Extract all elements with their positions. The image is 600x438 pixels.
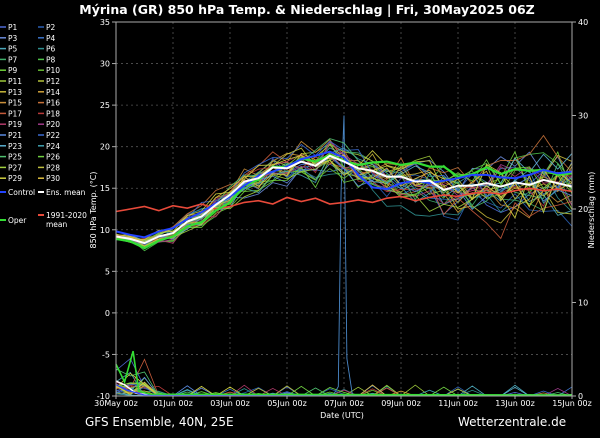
legend-label-p4: P4 <box>46 34 56 43</box>
legend-label-p12: P12 <box>46 77 60 86</box>
main-series <box>115 150 573 396</box>
legend-label-p30: P30 <box>46 174 60 183</box>
legend-label-p26: P26 <box>46 153 60 162</box>
legend-label-p17: P17 <box>8 109 22 118</box>
x-axis-label: Date (UTC) <box>320 411 364 420</box>
y-right-tick-label: 20 <box>578 205 588 214</box>
legend-label-p22: P22 <box>46 131 60 140</box>
x-tick-label: 09Jun 00z <box>381 399 421 408</box>
legend-label-p14: P14 <box>46 88 60 97</box>
legend-label-climate-mean-2: mean <box>46 220 68 229</box>
footer-source: Wetterzentrale.de <box>458 415 567 429</box>
y-axis-right-label: Niederschlag (mm) <box>587 172 596 249</box>
y-tick-label: 5 <box>105 267 110 276</box>
x-tick-label: 11Jun 00z <box>438 399 478 408</box>
y-tick-label: 15 <box>100 184 110 193</box>
legend-label-control: Control <box>8 188 35 197</box>
y-tick-label: 30 <box>100 60 110 69</box>
legend-label-oper: Oper <box>8 216 27 225</box>
oper-precip-line <box>115 350 573 396</box>
legend-label-p13: P13 <box>8 88 22 97</box>
y-axis-label: 850 hPa Temp. (°C) <box>89 171 98 248</box>
legend-label-ens-mean: Ens. mean <box>46 188 86 197</box>
member-line-10 <box>115 167 573 241</box>
legend-label-p29: P29 <box>8 174 22 183</box>
grid-lines <box>116 22 572 396</box>
legend-label-p3: P3 <box>8 34 18 43</box>
member-line-9 <box>115 150 573 247</box>
legend-label-p7: P7 <box>8 55 18 64</box>
y-tick-label: 20 <box>100 143 110 152</box>
legend-label-p24: P24 <box>46 142 60 151</box>
x-tick-label: 07Jun 00z <box>324 399 364 408</box>
legend-label-p18: P18 <box>46 109 60 118</box>
legend-label-p28: P28 <box>46 163 60 172</box>
x-tick-label: 13Jun 00z <box>495 399 535 408</box>
legend-label-p8: P8 <box>46 55 56 64</box>
member-line-27 <box>115 159 573 247</box>
legend-label-p11: P11 <box>8 77 22 86</box>
footer-model: GFS Ensemble, 40N, 25E <box>85 415 234 429</box>
y-tick-label: -10 <box>97 392 110 401</box>
x-tick-label: 03Jun 00z <box>210 399 250 408</box>
y-tick-label: 10 <box>100 226 110 235</box>
legend-label-p2: P2 <box>46 23 56 32</box>
legend-label-p27: P27 <box>8 163 22 172</box>
legend-label-p21: P21 <box>8 131 22 140</box>
chart-title: Mýrina (GR) 850 hPa Temp. & Niederschlag… <box>79 2 534 17</box>
y-right-tick-label: 0 <box>578 392 583 401</box>
legend-label-p19: P19 <box>8 120 22 129</box>
legend-label-p1: P1 <box>8 23 18 32</box>
y-right-tick-label: 40 <box>578 18 588 27</box>
x-tick-label: 15Jun 00z <box>552 399 592 408</box>
member-line-30 <box>115 152 573 241</box>
climate-mean-line <box>115 187 573 213</box>
legend-label-p25: P25 <box>8 153 22 162</box>
axes: -10 -5 0 5 10 15 20 25 30 35 0 10 20 30 40 30May 00z 01J… <box>94 18 592 408</box>
y-tick-label: -5 <box>102 350 110 359</box>
control-line <box>115 150 573 239</box>
legend-label-p6: P6 <box>46 45 56 54</box>
legend-label-p16: P16 <box>46 99 60 108</box>
y-tick-label: 0 <box>105 309 110 318</box>
x-tick-label: 30May 00z <box>94 399 138 408</box>
legend-label-p15: P15 <box>8 99 22 108</box>
legend-label-p10: P10 <box>46 66 60 75</box>
x-tick-label: 05Jun 00z <box>267 399 307 408</box>
y-right-tick-label: 30 <box>578 112 588 121</box>
ens-mean-line <box>115 154 573 245</box>
legend-label-p20: P20 <box>46 120 60 129</box>
y-right-tick-label: 10 <box>578 299 588 308</box>
member-line-28 <box>115 147 573 247</box>
legend-label-p9: P9 <box>8 66 18 75</box>
legend-label-p5: P5 <box>8 45 18 54</box>
legend-label-climate-mean-1: 1991-2020 <box>46 211 87 220</box>
x-tick-label: 01Jun 00z <box>153 399 193 408</box>
legend-label-p23: P23 <box>8 142 22 151</box>
y-tick-label: 25 <box>100 101 110 110</box>
y-tick-label: 35 <box>100 18 110 27</box>
